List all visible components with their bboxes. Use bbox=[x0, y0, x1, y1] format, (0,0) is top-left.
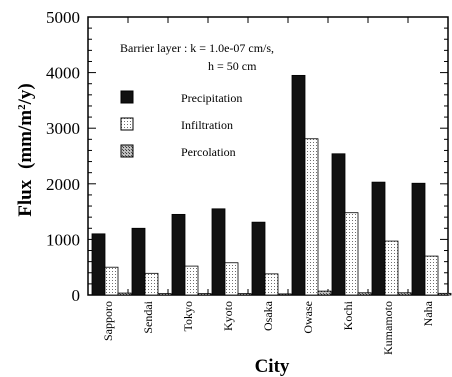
bars-layer bbox=[91, 74, 452, 296]
y-axis-title-unit-superscript: 2 bbox=[16, 104, 28, 110]
x-category-label: Sapporo bbox=[101, 301, 115, 341]
legend-label-precipitation: Precipitation bbox=[181, 91, 242, 105]
y-tick-label: 4000 bbox=[46, 64, 80, 83]
percolation-bar bbox=[437, 292, 452, 296]
percolation-bar bbox=[357, 292, 372, 296]
infiltration-bar bbox=[104, 266, 119, 296]
precipitation-bar bbox=[411, 182, 426, 296]
barrier-annotation-line1: Barrier layer : k = 1.0e-07 cm/s, bbox=[120, 41, 274, 55]
infiltration-bar bbox=[184, 265, 199, 296]
legend-swatch-percolation bbox=[120, 144, 134, 158]
y-axis-title-main: Flux bbox=[15, 179, 36, 216]
x-category-label: Kochi bbox=[341, 300, 355, 330]
y-axis-title-unit: (mm/m bbox=[15, 110, 36, 169]
y-tick-label: 1000 bbox=[46, 230, 80, 249]
precipitation-bar bbox=[251, 221, 266, 296]
x-category-label: Owase bbox=[301, 301, 315, 334]
precipitation-bar bbox=[131, 227, 146, 296]
percolation-bar bbox=[197, 293, 212, 296]
precipitation-bar bbox=[291, 74, 306, 296]
legend-swatch-infiltration bbox=[120, 117, 134, 131]
y-axis-title-unit-end: /y) bbox=[15, 83, 36, 105]
precipitation-bar bbox=[211, 208, 226, 296]
infiltration-bar bbox=[264, 273, 279, 296]
y-tick-label: 5000 bbox=[46, 8, 80, 27]
percolation-bar bbox=[317, 290, 332, 296]
x-axis-title: City bbox=[255, 356, 290, 377]
legend-swatch-precipitation bbox=[120, 90, 134, 104]
y-tick-label: 0 bbox=[72, 286, 81, 305]
percolation-bar bbox=[237, 293, 252, 296]
x-category-label: Kyoto bbox=[221, 301, 235, 331]
percolation-bar bbox=[157, 293, 172, 296]
precipitation-bar bbox=[171, 213, 186, 296]
percolation-bar bbox=[277, 293, 292, 296]
legend-label-infiltration: Infiltration bbox=[181, 118, 233, 132]
labels-layer: 0 1000 2000 3000 4000 5000 Sapporo Sendai Tokyo K… bbox=[46, 8, 435, 355]
precipitation-bar bbox=[91, 233, 106, 296]
legend-label-percolation: Percolation bbox=[181, 145, 236, 159]
y-tick-label: 3000 bbox=[46, 119, 80, 138]
precipitation-bar bbox=[331, 153, 346, 296]
barrier-annotation-line2: h = 50 cm bbox=[208, 59, 257, 73]
percolation-bar bbox=[397, 292, 412, 296]
infiltration-bar bbox=[424, 255, 439, 296]
infiltration-bar bbox=[304, 138, 319, 296]
infiltration-bar bbox=[144, 272, 159, 296]
infiltration-bar bbox=[384, 240, 399, 296]
y-axis-title: Flux (mm/m2/y) bbox=[15, 83, 36, 216]
x-category-label: Osaka bbox=[261, 300, 275, 331]
y-tick-label: 2000 bbox=[46, 175, 80, 194]
x-category-label: Sendai bbox=[141, 300, 155, 333]
precipitation-bar bbox=[371, 181, 386, 296]
x-category-label: Tokyo bbox=[181, 301, 195, 332]
infiltration-bar bbox=[224, 262, 239, 296]
x-category-label: Kumamoto bbox=[381, 301, 395, 355]
legend: Precipitation Infiltration Percolation bbox=[120, 90, 242, 159]
infiltration-bar bbox=[344, 212, 359, 296]
percolation-bar bbox=[117, 292, 132, 296]
x-category-label: Naha bbox=[421, 300, 435, 326]
